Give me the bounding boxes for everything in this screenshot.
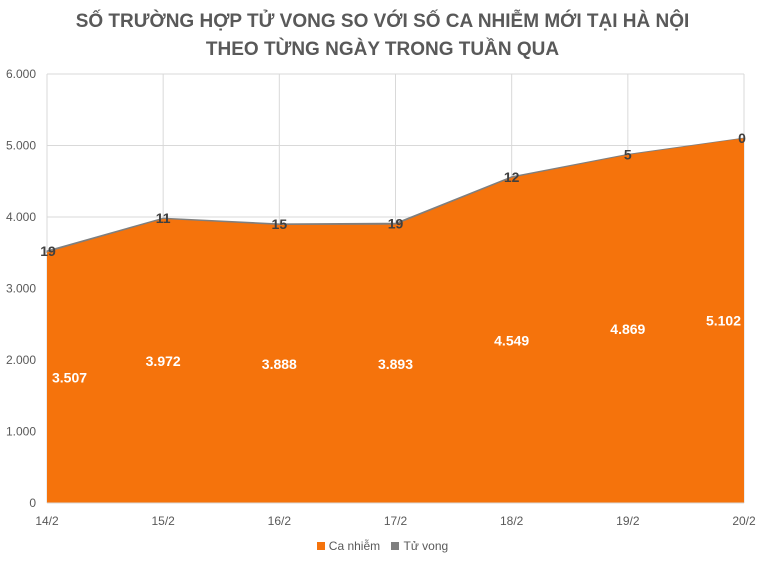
data-label-ca-nhiem: 4.869 [610,321,645,337]
data-label-tu-vong: 12 [504,169,520,185]
y-tick-label: 0 [29,496,36,510]
x-tick-label: 17/2 [384,514,408,528]
legend-label-tu-vong: Tử vong [403,539,449,553]
x-tick-label: 18/2 [500,514,524,528]
chart-title-line-2: THEO TỪNG NGÀY TRONG TUẦN QUA [205,39,560,60]
data-label-tu-vong: 11 [156,210,171,226]
data-label-ca-nhiem: 3.888 [262,356,297,372]
legend-label-ca-nhiem: Ca nhiễm [328,539,381,553]
data-label-tu-vong: 19 [40,243,56,259]
data-label-ca-nhiem: 3.893 [378,356,413,372]
y-tick-label: 5.000 [6,139,36,153]
chart-title: SỐ TRƯỜNG HỢP TỬ VONG SO VỚI SỐ CA NHIỄM… [0,8,765,64]
y-tick-label: 4.000 [6,210,36,224]
data-label-ca-nhiem: 4.549 [494,332,529,348]
legend: Ca nhiễm Tử vong [0,539,765,553]
x-tick-label: 14/2 [35,514,59,528]
data-label-tu-vong: 15 [272,216,288,232]
legend-swatch-ca-nhiem [316,542,325,550]
y-tick-label: 6.000 [6,67,36,81]
x-tick-label: 20/2 [732,514,756,528]
data-label-ca-nhiem: 5.102 [706,313,741,329]
legend-swatch-tu-vong [391,542,400,550]
x-tick-label: 16/2 [268,514,292,528]
data-label-tu-vong: 5 [624,147,632,163]
x-tick-label: 15/2 [151,514,175,528]
chart-title-line-1: SỐ TRƯỜNG HỢP TỬ VONG SO VỚI SỐ CA NHIỄM… [75,11,690,32]
y-tick-label: 3.000 [6,282,36,296]
data-label-tu-vong: 0 [738,130,746,146]
legend-item-ca-nhiem: Ca nhiễm [316,539,381,553]
y-tick-label: 2.000 [6,353,36,367]
data-label-ca-nhiem: 3.507 [52,370,87,386]
x-tick-label: 19/2 [616,514,640,528]
area-ca-nhiem [47,138,744,503]
legend-item-tu-vong: Tử vong [391,539,448,553]
y-tick-label: 1.000 [6,425,36,439]
data-label-tu-vong: 19 [388,215,404,231]
data-label-ca-nhiem: 3.972 [146,353,181,369]
